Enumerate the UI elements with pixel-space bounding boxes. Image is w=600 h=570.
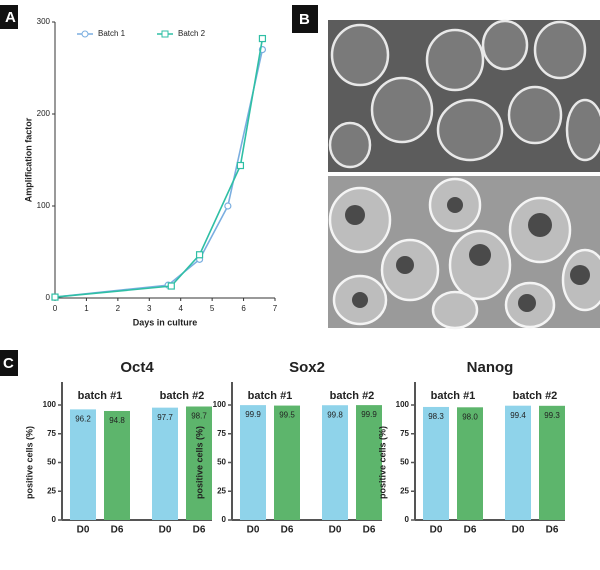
chart-title: Nanog — [467, 359, 514, 376]
value-label: 99.3 — [544, 411, 560, 420]
bar — [152, 407, 178, 520]
bar — [457, 407, 483, 520]
group-label: batch #2 — [330, 390, 375, 402]
x-tick-label: D6 — [363, 525, 376, 536]
legend-marker — [81, 30, 89, 38]
x-tick-label: D0 — [159, 525, 172, 536]
y-tick-label: 25 — [47, 486, 56, 495]
chart-title: Oct4 — [120, 359, 154, 376]
value-label: 99.9 — [245, 410, 261, 419]
y-tick-label: 50 — [47, 458, 56, 467]
legend-label: Batch 2 — [178, 29, 206, 38]
x-tick-label: D0 — [512, 525, 525, 536]
value-label: 99.8 — [327, 410, 343, 419]
x-tick-label: 6 — [241, 304, 246, 313]
x-tick-label: D0 — [247, 525, 260, 536]
y-tick-label: 100 — [213, 400, 227, 409]
panel-badge — [0, 350, 18, 376]
micrograph — [328, 19, 600, 330]
y-tick-label: 100 — [37, 201, 51, 210]
y-tick-label: 50 — [400, 458, 409, 467]
group-label: batch #1 — [431, 390, 476, 402]
point — [51, 293, 59, 301]
y-tick-label: 100 — [396, 400, 410, 409]
y-tick-label: 25 — [217, 486, 226, 495]
y-axis-label: positive cells (%) — [377, 426, 387, 499]
group-label: batch #1 — [78, 390, 123, 402]
x-tick-label: D6 — [193, 525, 206, 536]
panel-badge — [292, 5, 318, 33]
point — [236, 161, 245, 170]
y-tick-label: 300 — [37, 17, 51, 26]
value-label: 99.9 — [361, 410, 377, 419]
x-tick-label: D0 — [329, 525, 342, 536]
value-label: 98.0 — [462, 412, 478, 421]
panel-badge — [0, 5, 18, 29]
point — [195, 251, 204, 259]
y-tick-label: 200 — [37, 109, 51, 118]
point — [258, 34, 267, 43]
group-label: batch #1 — [248, 390, 293, 402]
bar — [356, 405, 382, 520]
point — [167, 282, 175, 290]
x-tick-label: 3 — [147, 304, 152, 313]
x-tick-label: D0 — [77, 525, 90, 536]
bar — [274, 405, 300, 520]
y-tick-label: 0 — [405, 515, 410, 524]
legend-label: Batch 1 — [98, 29, 126, 38]
panel-label: C — [3, 355, 14, 372]
y-tick-label: 75 — [47, 429, 56, 438]
bar — [539, 405, 565, 520]
y-axis-label: positive cells (%) — [24, 426, 34, 499]
panel-label: B — [299, 11, 310, 28]
x-tick-label: D0 — [430, 525, 443, 536]
bar — [70, 409, 96, 520]
value-label: 98.3 — [428, 412, 444, 421]
value-label: 99.4 — [510, 411, 526, 420]
series-line — [54, 49, 264, 298]
x-axis-label: Days in culture — [133, 317, 198, 327]
value-label: 97.7 — [157, 413, 173, 422]
x-tick-label: D6 — [281, 525, 294, 536]
value-label: 96.2 — [75, 414, 91, 423]
value-label: 99.5 — [279, 411, 295, 420]
bar — [186, 406, 212, 520]
bar — [104, 410, 130, 520]
y-tick-label: 75 — [400, 429, 409, 438]
x-tick-label: 1 — [84, 304, 89, 313]
bar — [240, 405, 266, 520]
x-tick-label: 2 — [116, 304, 121, 313]
y-tick-label: 0 — [52, 515, 57, 524]
y-axis-label: Amplification factor — [23, 117, 33, 202]
value-label: 94.8 — [109, 416, 125, 425]
chart-title: Sox2 — [289, 359, 325, 376]
x-tick-label: 7 — [273, 304, 278, 313]
y-tick-label: 100 — [43, 400, 57, 409]
value-label: 98.7 — [191, 412, 207, 421]
y-tick-label: 50 — [217, 458, 226, 467]
bar — [505, 405, 531, 520]
y-axis-label: positive cells (%) — [194, 426, 204, 499]
point — [224, 202, 232, 210]
x-tick-label: D6 — [464, 525, 477, 536]
legend-marker — [161, 30, 169, 38]
group-label: batch #2 — [160, 390, 205, 402]
x-tick-label: 0 — [53, 304, 58, 313]
y-tick-label: 25 — [400, 486, 409, 495]
x-tick-label: D6 — [111, 525, 124, 536]
x-tick-label: D6 — [546, 525, 559, 536]
x-tick-label: 5 — [210, 304, 215, 313]
bar — [423, 406, 449, 520]
y-tick-label: 0 — [46, 293, 51, 302]
y-tick-label: 75 — [217, 429, 226, 438]
y-tick-label: 0 — [222, 515, 227, 524]
x-tick-label: 4 — [178, 304, 183, 313]
group-label: batch #2 — [513, 390, 558, 402]
series-line — [54, 38, 264, 298]
panel-label: A — [5, 9, 16, 26]
bar — [322, 405, 348, 520]
